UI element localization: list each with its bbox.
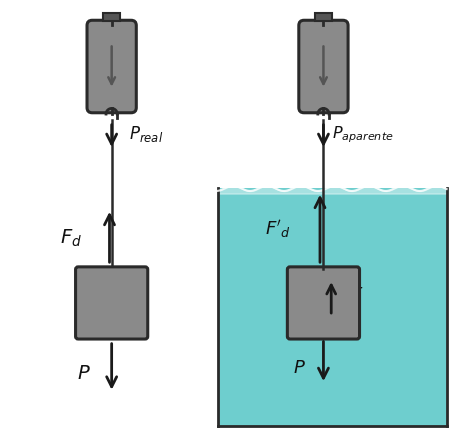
Text: $P_{\mathit{real}}$: $P_{\mathit{real}}$	[129, 123, 163, 143]
FancyBboxPatch shape	[299, 21, 348, 114]
FancyBboxPatch shape	[287, 267, 360, 339]
Text: $E$: $E$	[350, 286, 364, 304]
Text: $F'_d$: $F'_d$	[265, 218, 291, 240]
Bar	[218, 189, 447, 426]
FancyBboxPatch shape	[75, 267, 148, 339]
FancyBboxPatch shape	[87, 21, 137, 114]
Text: $F_d$: $F_d$	[60, 227, 82, 248]
Text: $P_{\mathit{aparente}}$: $P_{\mathit{aparente}}$	[332, 125, 394, 145]
FancyBboxPatch shape	[315, 14, 332, 22]
Text: $P$: $P$	[77, 364, 91, 382]
FancyBboxPatch shape	[103, 14, 120, 22]
Text: $P$: $P$	[293, 358, 306, 376]
